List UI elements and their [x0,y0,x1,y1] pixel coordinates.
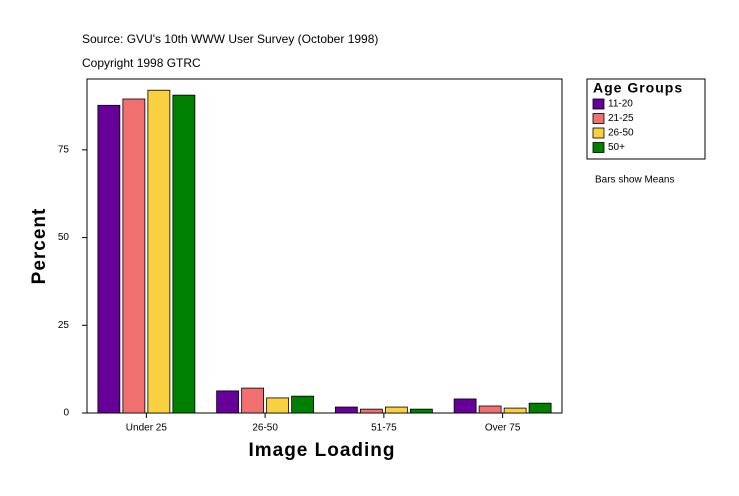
bar [478,405,502,414]
bar [503,407,527,414]
bar [409,408,433,414]
y-tick-label: 50 [58,232,70,243]
bar [334,406,358,414]
bar [216,390,240,414]
legend-label: 50+ [608,142,625,153]
y-tick-label: 0 [63,408,69,419]
note: Bars show Means [595,175,674,186]
bar [453,398,477,414]
plot-frame [86,78,563,414]
bar [359,408,383,414]
legend-label: 21-25 [608,113,634,124]
source: Source: GVU's 10th WWW User Survey (Octo… [82,32,378,46]
legend-swatch [592,113,605,124]
x-tick-label: Over 75 [485,423,521,434]
y-tick-label: 25 [58,320,70,331]
legend-label: 26-50 [608,128,634,139]
bar [172,94,196,414]
bar [384,406,408,414]
x-tick-label: Under 25 [126,423,168,434]
bar [122,98,146,414]
bar [241,387,265,414]
bar [97,104,121,414]
x-tick-label: 26-50 [252,423,278,434]
bar [266,397,290,414]
bar [147,89,171,414]
legend-label: 11-20 [608,99,633,110]
legend-swatch [592,127,605,139]
bar [528,402,552,414]
x-tick-label: 51-75 [371,423,397,434]
legend-swatch [592,142,605,153]
copyright: Copyright 1998 GTRC [82,56,201,70]
x-axis-label: Image Loading [248,440,395,461]
bar [291,395,315,414]
legend-title: Age Groups [593,80,683,96]
y-axis-label: Percent [29,208,50,285]
legend-swatch [592,98,605,110]
y-tick-label: 75 [58,145,70,156]
legend-box [586,78,706,160]
